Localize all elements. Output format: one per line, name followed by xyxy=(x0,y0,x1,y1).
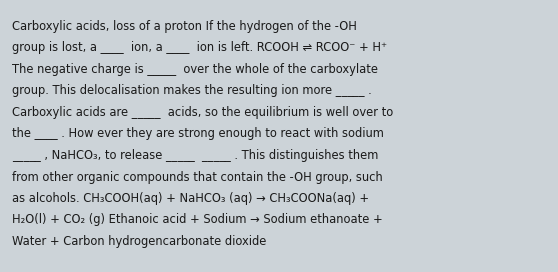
Text: the ____ . How ever they are strong enough to react with sodium: the ____ . How ever they are strong enou… xyxy=(12,128,384,141)
Text: group is lost, a ____  ion, a ____  ion is left. RCOOH ⇌ RCOO⁻ + H⁺: group is lost, a ____ ion, a ____ ion is… xyxy=(12,42,387,54)
Text: as alcohols. CH₃COOH(aq) + NaHCO₃ (aq) → CH₃COONa(aq) +: as alcohols. CH₃COOH(aq) + NaHCO₃ (aq) →… xyxy=(12,192,369,205)
Text: H₂O(l) + CO₂ (g) Ethanoic acid + Sodium → Sodium ethanoate +: H₂O(l) + CO₂ (g) Ethanoic acid + Sodium … xyxy=(12,214,383,227)
Text: group. This delocalisation makes the resulting ion more _____ .: group. This delocalisation makes the res… xyxy=(12,85,372,97)
Text: Carboxylic acids are _____  acids, so the equilibrium is well over to: Carboxylic acids are _____ acids, so the… xyxy=(12,106,393,119)
Text: from other organic compounds that contain the -OH group, such: from other organic compounds that contai… xyxy=(12,171,383,184)
Text: _____ , NaHCO₃, to release _____  _____ . This distinguishes them: _____ , NaHCO₃, to release _____ _____ .… xyxy=(12,149,378,162)
Text: Water + Carbon hydrogencarbonate dioxide: Water + Carbon hydrogencarbonate dioxide xyxy=(12,235,266,248)
Text: Carboxylic acids, loss of a proton If the hydrogen of the -OH: Carboxylic acids, loss of a proton If th… xyxy=(12,20,357,33)
Text: The negative charge is _____  over the whole of the carboxylate: The negative charge is _____ over the wh… xyxy=(12,63,378,76)
